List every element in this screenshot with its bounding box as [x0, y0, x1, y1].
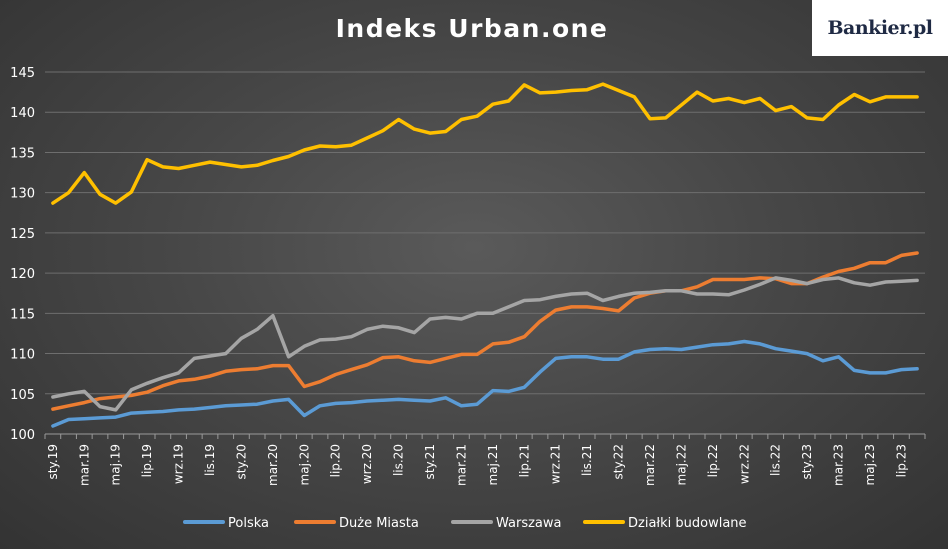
y-tick-label: 125	[10, 227, 35, 242]
x-tick-label: mar.19	[77, 444, 91, 486]
x-axis: sty.19 mar.19 maj.19 lip.19 wrz.19 lis.19 sty.…	[44, 434, 926, 486]
x-tick-label: sty.22	[612, 444, 626, 479]
y-tick-label: 110	[10, 348, 35, 363]
legend-item: Polska	[183, 516, 269, 531]
data-series	[51, 82, 919, 428]
x-tick-label: lip.21	[517, 444, 531, 477]
legend-label: Polska	[228, 516, 269, 531]
series-line-duże-miasta	[51, 251, 919, 411]
x-tick-label: sty.19	[46, 444, 60, 479]
chart-title: Indeks Urban.one	[336, 14, 609, 43]
legend: Polska Duże Miasta Warszawa Działki budowla…	[183, 516, 747, 531]
x-tick-label: lip.19	[140, 444, 154, 477]
x-tick-label: maj.23	[863, 444, 877, 485]
y-tick-label: 130	[10, 187, 35, 202]
y-tick-label: 145	[10, 66, 35, 81]
x-tick-label: lis.20	[392, 444, 406, 476]
x-tick-label: maj.21	[486, 444, 500, 485]
brand-logo-text: Bankier.pl	[827, 17, 933, 39]
y-tick-label: 115	[10, 307, 35, 322]
x-tick-label: mar.20	[266, 444, 280, 486]
legend-label: Warszawa	[496, 516, 562, 531]
y-tick-label: 100	[10, 428, 35, 443]
x-tick-label: mar.23	[832, 444, 846, 486]
x-tick-label: sty.23	[800, 444, 814, 479]
legend-label: Duże Miasta	[339, 516, 419, 531]
y-tick-label: 105	[10, 388, 35, 403]
legend-item: Duże Miasta	[294, 516, 419, 531]
x-tick-label: mar.21	[454, 444, 468, 486]
legend-item: Działki budowlane	[583, 516, 747, 531]
series-line-działki-budowlane	[51, 82, 919, 205]
x-tick-label: sty.20	[234, 444, 248, 479]
legend-item: Warszawa	[451, 516, 562, 531]
x-tick-label: maj.19	[109, 444, 123, 485]
x-tick-label: wrz.22	[737, 444, 751, 484]
x-tick-label: lip.22	[706, 444, 720, 477]
y-axis-tick-labels: 100 105 110 115 120 125 130 135 140 145	[10, 66, 35, 443]
x-tick-label: lis.21	[580, 444, 594, 476]
legend-label: Działki budowlane	[628, 516, 747, 531]
series-line-warszawa	[51, 276, 919, 412]
x-tick-label: lip.20	[329, 444, 343, 477]
x-tick-label: wrz.19	[172, 444, 186, 484]
series-line-polska	[51, 339, 919, 428]
x-tick-label: wrz.20	[360, 444, 374, 484]
y-tick-label: 120	[10, 267, 35, 282]
y-tick-label: 135	[10, 146, 35, 161]
x-tick-label: lis.19	[203, 444, 217, 476]
x-tick-label: wrz.21	[549, 444, 563, 484]
x-tick-label: lis.22	[769, 444, 783, 476]
x-tick-label: lip.23	[894, 444, 908, 477]
y-tick-label: 140	[10, 106, 35, 121]
brand-logo: Bankier.pl	[812, 0, 948, 56]
x-tick-label: mar.22	[643, 444, 657, 486]
x-tick-label: maj.22	[674, 444, 688, 485]
x-tick-label: maj.20	[297, 444, 311, 485]
x-tick-label: sty.21	[423, 444, 437, 479]
